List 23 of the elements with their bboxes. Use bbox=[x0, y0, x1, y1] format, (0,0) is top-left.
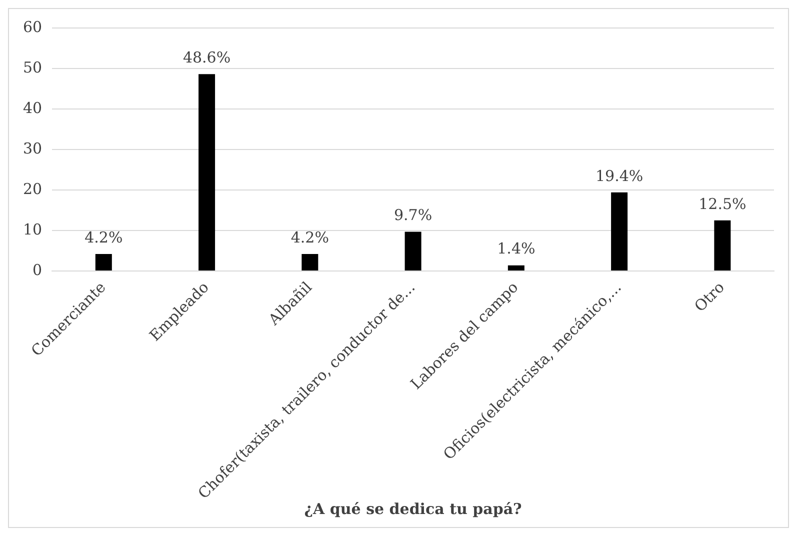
x-axis-title: ¿A qué se dedica tu papá? bbox=[304, 500, 522, 518]
bar bbox=[611, 192, 628, 270]
data-label: 9.7% bbox=[394, 206, 432, 224]
x-tick-label: Otro bbox=[690, 278, 728, 316]
data-label: 12.5% bbox=[698, 194, 746, 213]
bar bbox=[95, 254, 112, 270]
data-label: 19.4% bbox=[595, 166, 644, 185]
bar bbox=[508, 265, 524, 270]
y-tick-label: 20 bbox=[22, 180, 42, 198]
bar bbox=[302, 254, 318, 270]
data-label: 4.2% bbox=[84, 228, 123, 246]
data-label: 4.2% bbox=[290, 228, 329, 246]
y-tick-label: 40 bbox=[22, 98, 42, 117]
bar bbox=[714, 220, 731, 270]
y-tick-label: 10 bbox=[22, 220, 42, 238]
y-tick-label: 30 bbox=[22, 139, 42, 158]
bar bbox=[198, 74, 216, 270]
bar bbox=[404, 232, 422, 270]
y-tick-label: 50 bbox=[22, 58, 42, 76]
y-tick-label: 0 bbox=[32, 260, 42, 279]
y-tick-label: 60 bbox=[22, 18, 42, 36]
data-label: 48.6% bbox=[182, 48, 231, 67]
data-label: 1.4% bbox=[497, 240, 536, 258]
